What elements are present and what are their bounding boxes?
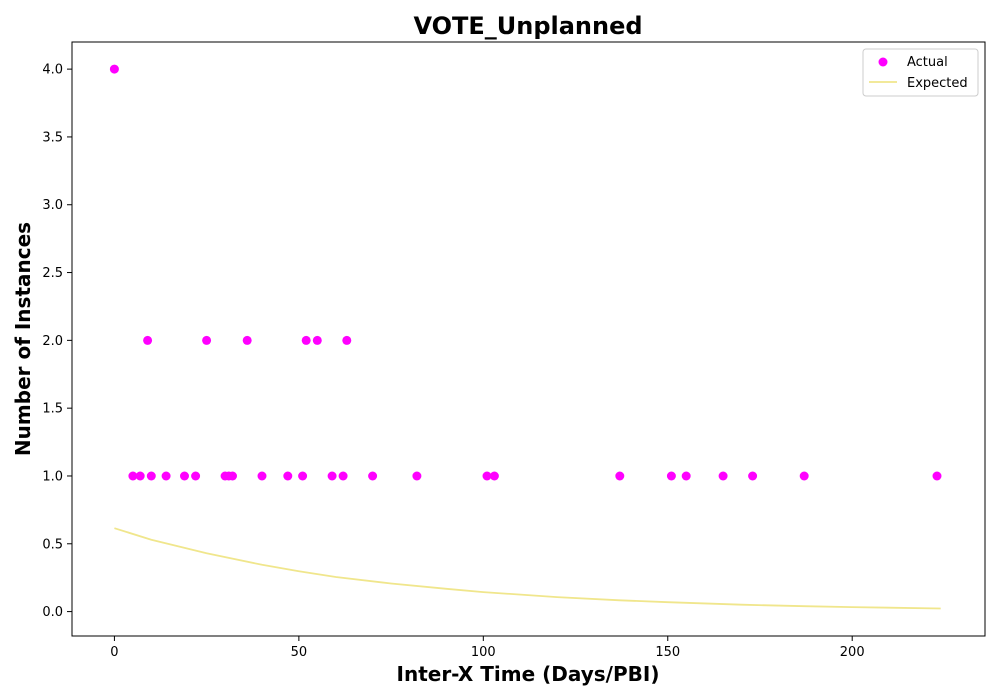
plot-background	[72, 42, 985, 636]
data-point-actual	[283, 471, 293, 481]
legend: Actual Expected	[862, 48, 979, 97]
y-tick-label: 3.5	[42, 130, 63, 145]
plot-area	[72, 42, 985, 636]
data-point-actual	[202, 335, 212, 345]
x-tick-label: 100	[471, 645, 496, 660]
y-tick-label: 3.0	[42, 198, 63, 213]
data-point-actual	[615, 471, 625, 481]
y-tick-label: 4.0	[42, 63, 63, 78]
y-axis-label: Number of Instances	[11, 222, 35, 456]
legend-box	[862, 48, 979, 97]
y-tick-label: 1.5	[42, 402, 63, 417]
y-tick-label: 0.0	[42, 605, 63, 620]
data-point-actual	[312, 335, 322, 345]
data-point-actual	[298, 471, 308, 481]
chart-title: VOTE_Unplanned	[413, 12, 642, 40]
data-point-actual	[342, 335, 352, 345]
chart-marks	[109, 64, 942, 610]
data-point-actual	[109, 64, 119, 74]
series-line-expected	[114, 527, 941, 610]
data-point-actual	[135, 471, 145, 481]
x-axis-label: Inter-X Time (Days/PBI)	[397, 662, 660, 686]
data-point-actual	[143, 335, 153, 345]
data-point-actual	[368, 471, 378, 481]
y-tick-label: 2.0	[42, 334, 63, 349]
data-point-actual	[228, 471, 237, 481]
data-point-actual	[482, 471, 492, 481]
data-point-actual	[242, 335, 252, 345]
data-point-actual	[412, 471, 422, 481]
legend-label-actual: Actual	[907, 55, 948, 70]
x-tick-label: 50	[291, 645, 308, 660]
data-point-actual	[161, 471, 171, 481]
data-point-actual	[146, 471, 156, 481]
y-tick-label: 1.0	[42, 469, 63, 484]
data-point-actual	[327, 471, 337, 481]
data-point-actual	[666, 471, 676, 481]
legend-marker-actual	[878, 57, 888, 67]
chart-axes: 0 50 100 150 200 0.0 0.5 1.0 1.5 2.0 2.5 3.0 3.5 4.0	[42, 41, 986, 660]
plot-frame	[71, 41, 986, 637]
x-tick-label: 0	[110, 645, 118, 660]
data-point-actual	[718, 471, 728, 481]
data-point-actual	[932, 471, 942, 481]
data-point-actual	[799, 471, 809, 481]
data-point-actual	[180, 471, 189, 481]
data-point-actual	[681, 471, 691, 481]
data-point-actual	[301, 335, 311, 345]
data-point-actual	[128, 471, 138, 481]
data-point-actual	[489, 471, 499, 481]
x-tick-label: 150	[655, 645, 680, 660]
data-point-actual	[191, 471, 201, 481]
legend-label-expected: Expected	[907, 76, 968, 91]
y-tick-label: 0.5	[42, 537, 63, 552]
data-point-actual	[338, 471, 348, 481]
y-tick-label: 2.5	[42, 266, 63, 281]
x-tick-label: 200	[840, 645, 865, 660]
data-point-actual	[748, 471, 758, 481]
data-point-actual	[257, 471, 267, 481]
